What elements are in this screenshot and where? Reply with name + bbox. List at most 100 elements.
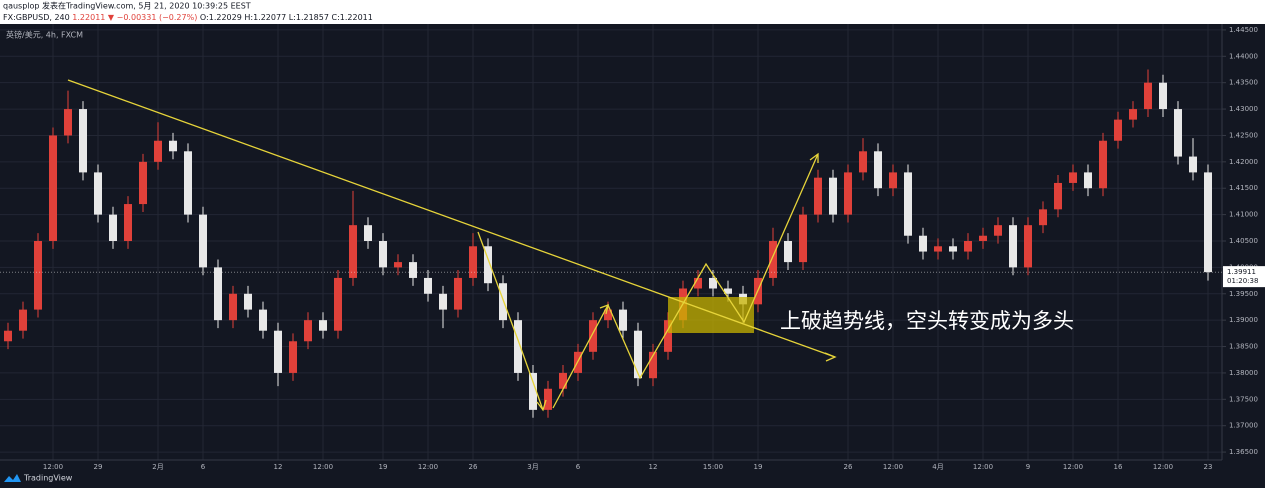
x-tick-label: 26 (844, 463, 853, 471)
x-tick-label: 6 (201, 463, 206, 471)
candle-body (259, 309, 267, 331)
candle-body (229, 293, 237, 321)
legend: 英镑/美元, 4h, FXCM (6, 30, 83, 40)
candle-body (64, 109, 72, 136)
candle-body (1024, 225, 1032, 268)
x-tick-label: 15:00 (703, 463, 723, 471)
grid (0, 22, 1222, 460)
candle-body (829, 177, 837, 215)
candle-body (499, 283, 507, 321)
candle-body (589, 320, 597, 352)
x-tick-label: 12:00 (313, 463, 333, 471)
countdown: 01:20:38 (1227, 277, 1258, 285)
y-tick-label: 1.40500 (1229, 237, 1258, 245)
candle-body (244, 293, 252, 310)
x-tick-label: 12:00 (418, 463, 438, 471)
candle-body (319, 320, 327, 331)
candle-body (1159, 82, 1167, 110)
candle-body (1009, 225, 1017, 268)
candle-body (124, 204, 132, 241)
candle-body (799, 214, 807, 263)
candle-body (364, 225, 372, 241)
candle-body (874, 151, 882, 189)
x-tick-label: 9 (1026, 463, 1030, 471)
candle-body (814, 177, 822, 215)
x-tick-label: 12:00 (43, 463, 63, 471)
candle-body (544, 388, 552, 410)
candle-body (949, 246, 957, 252)
candle-body (304, 320, 312, 342)
breakout-box (668, 297, 754, 333)
candle-body (4, 330, 12, 342)
annotation: 上破趋势线，空头转变成为多头 (780, 309, 1074, 333)
last-price-label: 1.39911 (1227, 268, 1256, 276)
last-price-tag (1223, 266, 1265, 288)
candles (4, 69, 1212, 418)
open: O:1.22029 (200, 13, 242, 22)
x-tick-label: 6 (576, 463, 581, 471)
candle-body (289, 341, 297, 373)
candle-body (184, 151, 192, 215)
wave-up (552, 153, 819, 409)
candle-body (454, 277, 462, 310)
y-tick-label: 1.41500 (1229, 184, 1258, 192)
y-tick-label: 1.43500 (1229, 79, 1258, 87)
candle-body (889, 172, 897, 189)
candle-body (964, 241, 972, 252)
low: L:1.21857 (289, 13, 329, 22)
candle-body (769, 241, 777, 278)
trend-line (67, 79, 836, 358)
y-tick-label: 1.44500 (1229, 26, 1258, 34)
candle-body (169, 140, 177, 152)
y-tick-label: 1.38000 (1229, 369, 1258, 377)
footer-bar (0, 470, 1265, 488)
candle-body (1144, 82, 1152, 110)
candle-body (34, 241, 42, 310)
y-tick-label: 1.39500 (1229, 290, 1258, 298)
candle-body (409, 262, 417, 278)
candle-body (1099, 140, 1107, 189)
y-tick-label: 1.42000 (1229, 158, 1258, 166)
candle-body (334, 277, 342, 331)
candle-body (1129, 109, 1137, 120)
logo (4, 474, 21, 482)
candle-body (49, 135, 57, 241)
x-tick-label: 12:00 (973, 463, 993, 471)
candle-body (94, 172, 102, 215)
candle-body (1114, 119, 1122, 141)
candle-body (1039, 209, 1047, 226)
x-tick-label: 12:00 (883, 463, 903, 471)
x-tick-label: 3月 (527, 463, 538, 471)
y-tick-label: 1.38500 (1229, 343, 1258, 351)
candle-body (724, 288, 732, 294)
x-tick-label: 29 (94, 463, 103, 471)
x-tick-label: 12:00 (1063, 463, 1083, 471)
candle-body (979, 235, 987, 241)
candle-body (1204, 172, 1212, 273)
brand: TradingView (23, 474, 73, 483)
change: −0.00331 (−0.27%) (117, 13, 198, 22)
y-tick-label: 1.42500 (1229, 131, 1258, 139)
x-tick-label: 2月 (152, 463, 163, 471)
candle-body (634, 330, 642, 379)
header-bar (0, 0, 1265, 24)
symbol: FX:GBPUSD, 240 (3, 13, 70, 22)
candle-body (214, 267, 222, 321)
candle-body (904, 172, 912, 236)
candle-body (1084, 172, 1092, 189)
candle-body (1069, 172, 1077, 183)
candle-body (1054, 182, 1062, 210)
x-tick-label: 4月 (932, 463, 943, 471)
candle-body (694, 277, 702, 289)
candle-body (79, 109, 87, 173)
y-tick-label: 1.43000 (1229, 105, 1258, 113)
y-tick-label: 1.37000 (1229, 422, 1258, 430)
candle-body (934, 246, 942, 252)
high: H:1.22077 (244, 13, 286, 22)
x-tick-label: 12 (649, 463, 658, 471)
x-tick-label: 19 (754, 463, 763, 471)
candle-body (154, 140, 162, 162)
